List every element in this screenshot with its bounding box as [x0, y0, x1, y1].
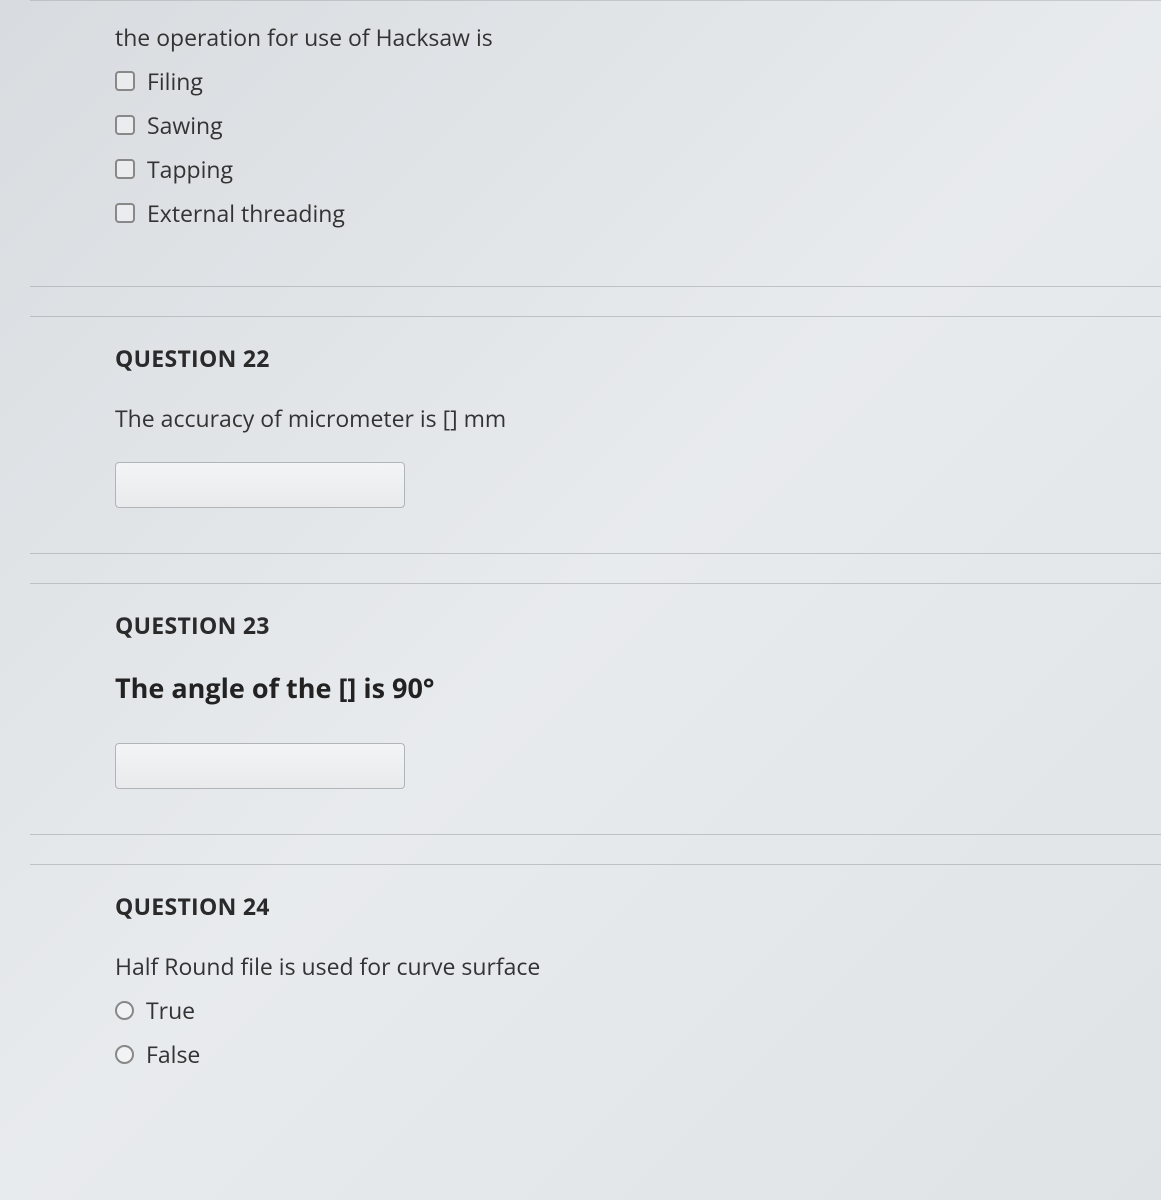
question-24-heading: QUESTION 24	[115, 890, 1161, 922]
question-22-prompt: The accuracy of micrometer is [] mm	[115, 402, 1161, 434]
question-21-option-label-1[interactable]: Sawing	[147, 109, 223, 141]
question-23-prompt: The angle of the [] is 90°	[115, 669, 1161, 707]
question-23-heading: QUESTION 23	[115, 609, 1161, 641]
question-24-option-row-0[interactable]: True	[115, 994, 1161, 1026]
question-21-option-row-2[interactable]: Tapping	[115, 153, 1161, 185]
question-21-checkbox-filing[interactable]	[115, 71, 135, 91]
questions-container: the operation for use of Hacksaw is Fili…	[30, 1, 1161, 1102]
question-23-block: QUESTION 23 The angle of the [] is 90°	[30, 584, 1161, 835]
gap-22-23	[30, 554, 1161, 584]
question-21-checkbox-sawing[interactable]	[115, 115, 135, 135]
question-21-checkbox-tapping[interactable]	[115, 159, 135, 179]
question-23-input[interactable]	[115, 743, 405, 789]
question-21-option-row-1[interactable]: Sawing	[115, 109, 1161, 141]
question-22-heading: QUESTION 22	[115, 342, 1161, 374]
question-22-input[interactable]	[115, 462, 405, 508]
question-24-option-label-0[interactable]: True	[146, 994, 195, 1026]
question-21-option-row-0[interactable]: Filing	[115, 65, 1161, 97]
gap-23-24	[30, 835, 1161, 865]
question-21-option-label-2[interactable]: Tapping	[147, 153, 233, 185]
question-24-block: QUESTION 24 Half Round file is used for …	[30, 865, 1161, 1102]
question-24-radio-true[interactable]	[115, 1001, 134, 1020]
question-21-prompt: the operation for use of Hacksaw is	[115, 21, 1161, 53]
question-21-option-label-0[interactable]: Filing	[147, 65, 203, 97]
question-24-option-row-1[interactable]: False	[115, 1038, 1161, 1070]
question-24-option-label-1[interactable]: False	[146, 1038, 200, 1070]
question-21-checkbox-external-threading[interactable]	[115, 203, 135, 223]
question-21-option-label-3[interactable]: External threading	[147, 197, 345, 229]
question-22-block: QUESTION 22 The accuracy of micrometer i…	[30, 317, 1161, 554]
question-21-option-row-3[interactable]: External threading	[115, 197, 1161, 229]
question-21-block: the operation for use of Hacksaw is Fili…	[30, 1, 1161, 287]
question-24-radio-false[interactable]	[115, 1045, 134, 1064]
question-24-prompt: Half Round file is used for curve surfac…	[115, 950, 1161, 982]
gap-21-22	[30, 287, 1161, 317]
